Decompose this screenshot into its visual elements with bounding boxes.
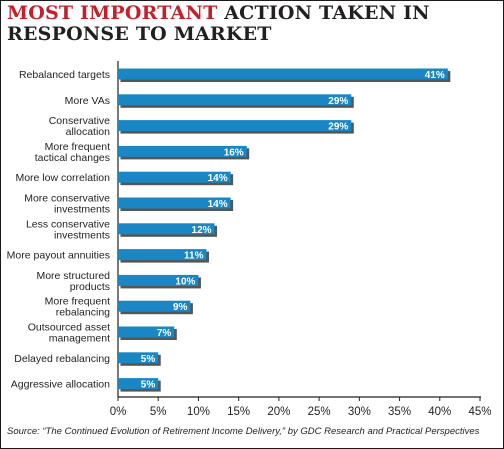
- bar: [118, 171, 231, 183]
- bar-value-label: 12%: [192, 225, 212, 236]
- bar: [118, 120, 352, 132]
- category-label: More low correlation: [15, 172, 110, 184]
- category-label: More frequent: [45, 296, 110, 308]
- bar-value-label: 10%: [175, 276, 195, 287]
- bar: [118, 68, 448, 80]
- bar-value-label: 16%: [224, 147, 244, 158]
- category-label: Delayed rebalancing: [14, 353, 110, 365]
- bar-value-label: 11%: [184, 251, 204, 262]
- bar: [118, 197, 231, 209]
- bar-value-label: 29%: [328, 122, 348, 133]
- x-tick-label: 10%: [187, 406, 210, 418]
- bar: [118, 145, 247, 157]
- source-text: “The Continued Evolution of Retirement I…: [42, 426, 480, 437]
- x-tick-label: 35%: [388, 406, 411, 418]
- x-tick-label: 15%: [227, 406, 250, 418]
- x-tick-label: 5%: [150, 406, 167, 418]
- category-label: products: [70, 281, 110, 293]
- category-label: investments: [54, 229, 110, 241]
- category-label: More payout annuities: [7, 250, 110, 262]
- category-label: Aggressive allocation: [11, 379, 110, 391]
- category-label: tactical changes: [35, 152, 110, 164]
- x-tick-label: 30%: [348, 406, 371, 418]
- x-tick-label: 45%: [468, 406, 491, 418]
- chart-title-highlight: MOST IMPORTANT: [7, 2, 218, 24]
- x-tick-label: 40%: [428, 406, 451, 418]
- bar: [118, 274, 199, 286]
- bar: [118, 223, 215, 235]
- category-label: More structured: [36, 270, 110, 282]
- category-label: management: [49, 333, 110, 345]
- category-label: Outsourced asset: [28, 322, 110, 334]
- category-label: investments: [54, 204, 110, 216]
- category-label: Conservative: [49, 115, 110, 127]
- bar: [118, 300, 191, 312]
- bar-value-label: 5%: [141, 380, 156, 391]
- bar-value-label: 5%: [141, 354, 156, 365]
- category-label: Less conservative: [26, 218, 110, 230]
- source-prefix: Source:: [7, 426, 43, 437]
- category-label: More VAs: [65, 95, 110, 107]
- bar: [118, 378, 159, 390]
- chart-title: MOST IMPORTANT ACTION TAKEN IN RESPONSE …: [7, 3, 487, 45]
- bar: [118, 326, 175, 338]
- source-note: Source: “The Continued Evolution of Reti…: [7, 426, 497, 437]
- category-label: More frequent: [45, 141, 110, 153]
- chart-title-rest: ACTION TAKEN IN RESPONSE TO MARKET: [7, 2, 430, 45]
- bar: [118, 249, 207, 261]
- bar: [118, 94, 352, 106]
- bar-value-label: 14%: [208, 199, 228, 210]
- bar-value-label: 14%: [208, 173, 228, 184]
- bar-value-label: 9%: [173, 302, 188, 313]
- bar: [118, 352, 159, 364]
- category-label: More conservative: [24, 193, 110, 205]
- category-label: Rebalanced targets: [19, 69, 110, 81]
- x-tick-label: 25%: [308, 406, 331, 418]
- category-label: allocation: [66, 126, 111, 138]
- x-tick-label: 0%: [110, 406, 127, 418]
- bar-value-label: 29%: [328, 96, 348, 107]
- x-tick-label: 20%: [267, 406, 290, 418]
- bar-value-label: 7%: [157, 328, 172, 339]
- category-label: rebalancing: [56, 307, 110, 319]
- bar-value-label: 41%: [425, 70, 445, 81]
